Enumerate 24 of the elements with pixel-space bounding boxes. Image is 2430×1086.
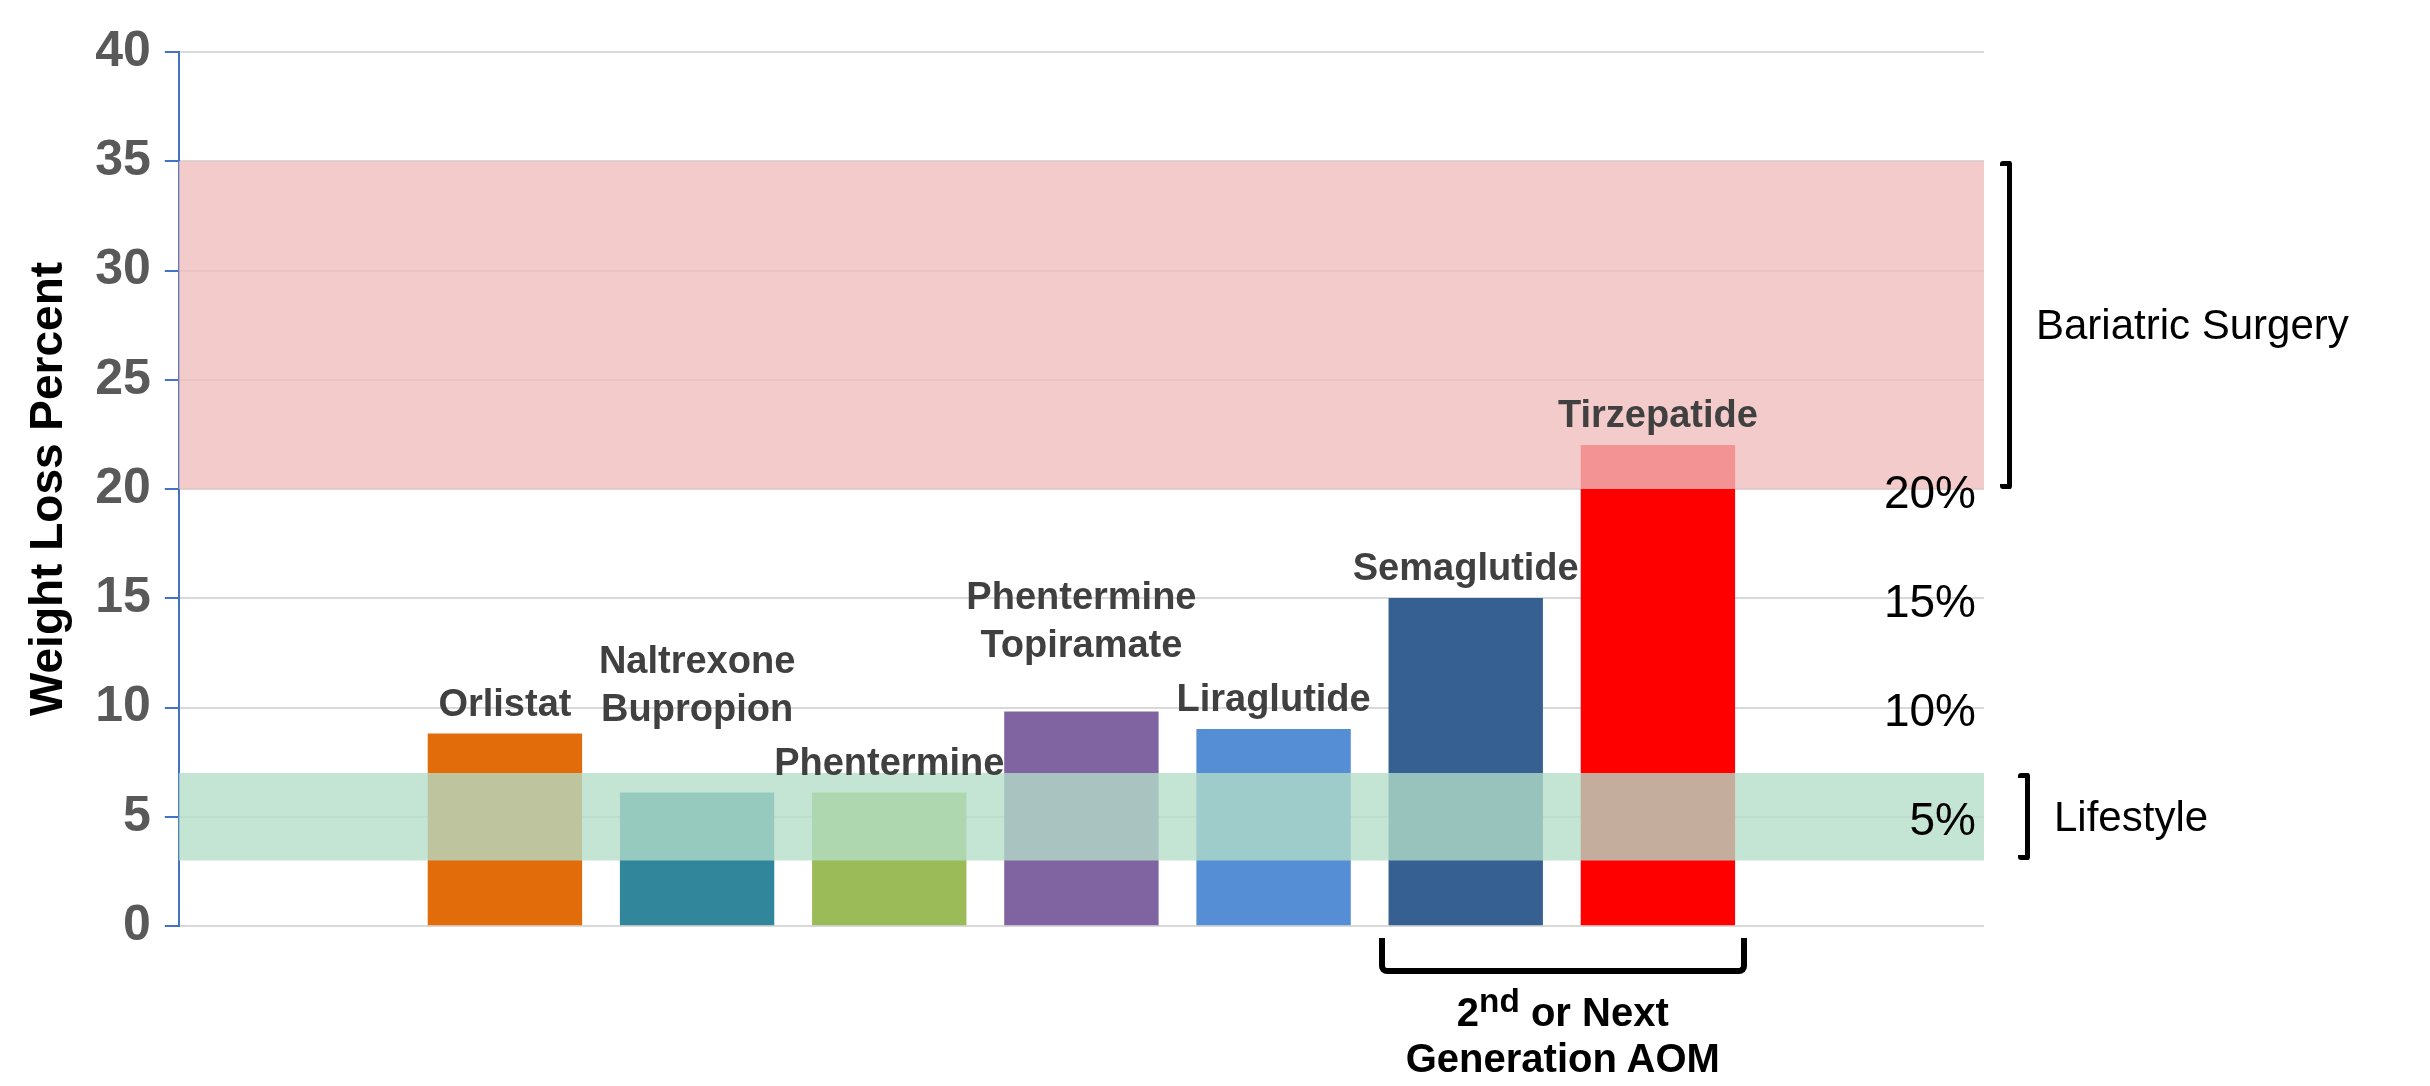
y-tick-label: 30 (95, 239, 151, 296)
y-tick-label: 0 (123, 894, 151, 951)
band-label: Lifestyle (2054, 791, 2209, 842)
y-tick-label: 40 (95, 20, 151, 77)
y-axis-title: Weight Loss Percent (20, 261, 73, 717)
text: 2$^{nd}$ or Next Generation AOM (1404, 981, 1721, 1082)
x-tick-label: Orlistat (438, 681, 572, 724)
x-tick-label: Phentermine (774, 740, 1005, 783)
x-tick-label: Phentermine Topiramate (966, 575, 1197, 666)
x-tick-label: Semaglutide (1352, 546, 1579, 589)
y-tick-label: 20 (95, 457, 151, 514)
y-tick-label: 5 (123, 785, 151, 842)
y-tick-label: 25 (95, 348, 151, 405)
x-tick-label: Liraglutide (1176, 677, 1371, 720)
text: 5% (1909, 793, 1976, 846)
x-tick-label: Naltrexone Bupropion (598, 638, 796, 729)
band-label: Bariatric Surgery (2036, 300, 2349, 351)
text: 20% (1883, 465, 1976, 518)
y-tick-label: 35 (95, 130, 151, 187)
text: 15% (1883, 574, 1976, 627)
text: 10% (1883, 684, 1976, 737)
x-tick-label: Tirzepatide (1557, 393, 1758, 436)
y-tick-label: 15 (95, 567, 151, 624)
y-tick-label: 10 (95, 676, 151, 733)
